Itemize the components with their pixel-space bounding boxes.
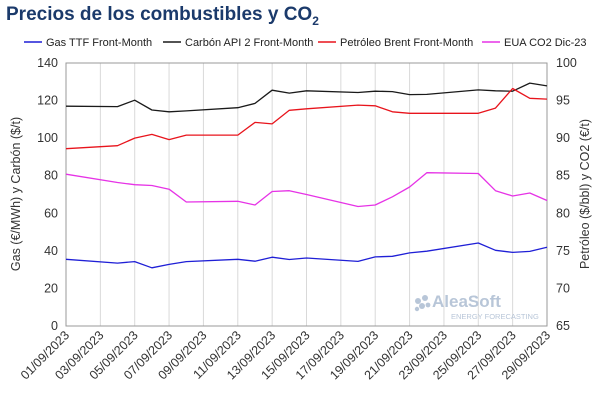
y-left-tick-label: 40 [44,244,58,258]
y-right-tick-label: 65 [556,319,570,333]
right-axis-ticks: 65 70 75 80 85 90 95 100 [556,56,577,333]
left-axis-ticks: 0 20 40 60 80 100 120 140 [37,56,58,333]
y-right-tick-label: 95 [556,94,570,108]
series-line-1 [65,242,548,269]
y-right-tick-label: 90 [556,131,570,145]
series-line-4 [65,172,548,208]
y-left-tick-label: 80 [44,169,58,183]
y-left-tick-label: 120 [37,94,58,108]
watermark-tagline: ENERGY FORECASTING [451,312,539,321]
legend-label: Carbón API 2 Front-Month [185,37,313,49]
aleasoft-logo-icon [414,295,431,312]
y-left-tick-label: 140 [37,56,58,70]
aleasoft-watermark: AleaSoft ENERGY FORECASTING [414,292,539,321]
legend: Gas TTF Front-Month Carbón API 2 Front-Mo… [24,37,587,49]
series-lines [65,82,548,269]
y-right-tick-label: 70 [556,281,570,295]
legend-label: Petróleo Brent Front-Month [340,37,473,49]
y-axis-left-label: Gas (€/MWh) y Carbón ($/t) [9,117,23,271]
x-axis-ticks: 01/09/202303/09/202305/09/202307/09/2023… [18,328,553,382]
y-right-tick-label: 100 [556,56,577,70]
chart-title-subscript: 2 [312,13,319,28]
y-right-tick-label: 80 [556,206,570,220]
y-left-tick-label: 20 [44,281,58,295]
chart-title-text: Precios de los combustibles y CO [6,4,313,25]
legend-label: Gas TTF Front-Month [46,37,152,49]
series-line-3 [65,87,548,150]
y-left-tick-label: 60 [44,206,58,220]
y-axis-right-label: Petróleo ($/bbl) y CO2 (€/t) [578,119,592,269]
series-line-2 [65,82,548,113]
y-left-tick-label: 0 [51,319,58,333]
y-right-tick-label: 75 [556,244,570,258]
y-left-tick-label: 100 [37,131,58,145]
y-right-tick-label: 85 [556,169,570,183]
legend-label: EUA CO2 Dic-23 [504,37,587,49]
plot-area-frame [65,62,548,327]
chart-title: Precios de los combustibles y CO2 [6,4,319,28]
watermark-brand: AleaSoft [432,292,501,311]
